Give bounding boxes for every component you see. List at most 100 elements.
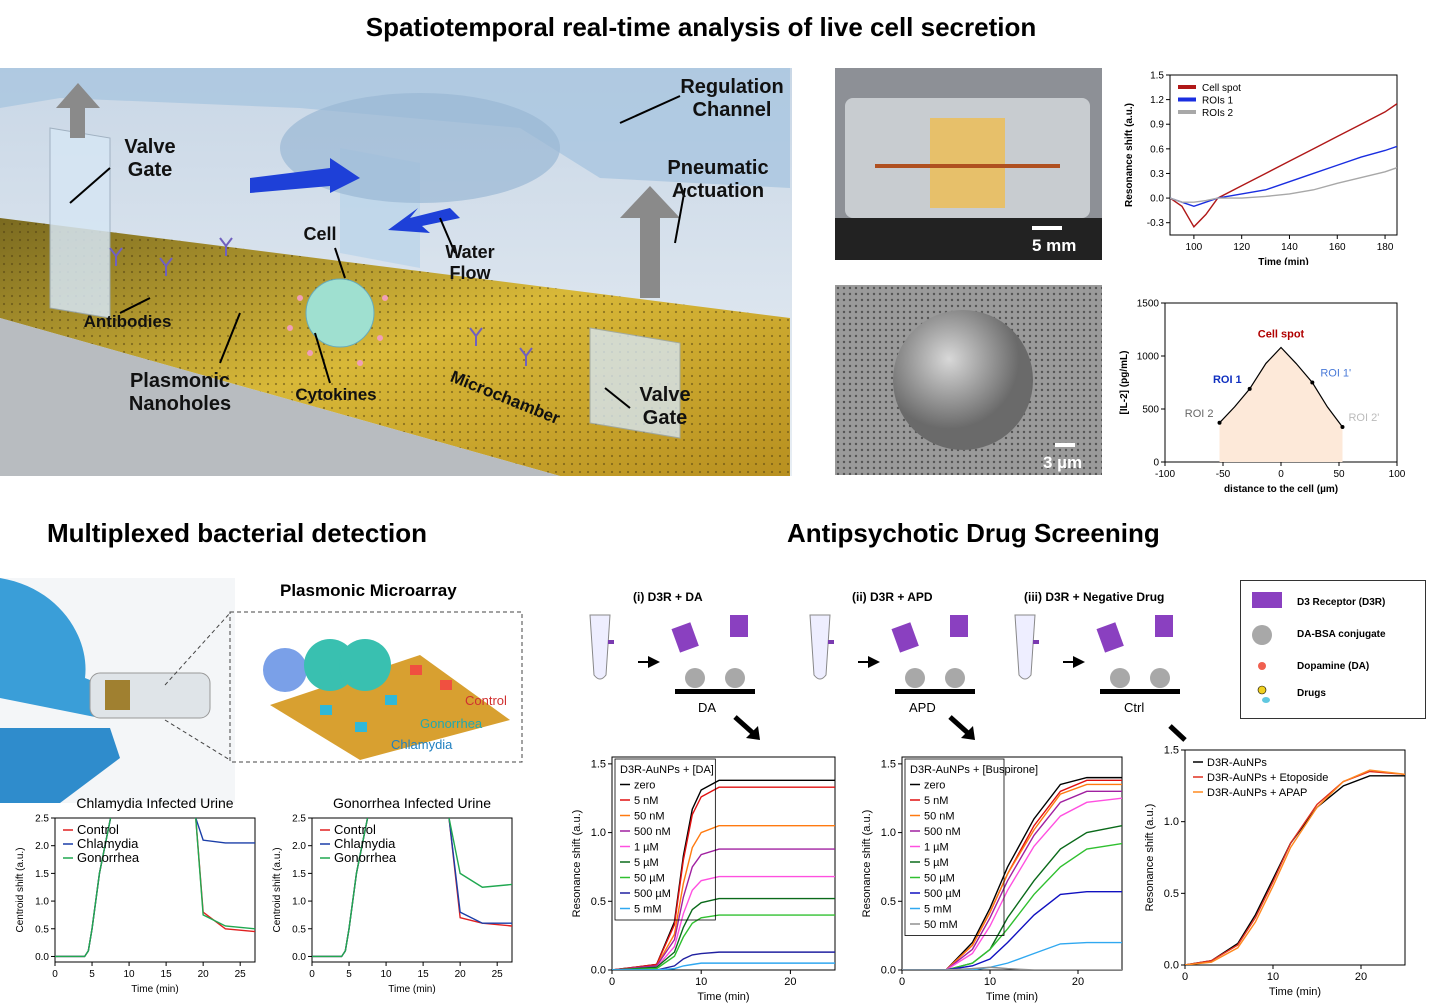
x-tick-label: 10: [984, 976, 996, 988]
step-title: (iii) D3R + Negative Drug: [1024, 590, 1165, 604]
assay-legend: [1240, 580, 1426, 719]
x-axis-label: Time (min): [1258, 257, 1308, 265]
series-line: [1185, 770, 1405, 965]
plot-frame: [1169, 74, 1398, 236]
legend-label: Gonorrhea: [334, 850, 397, 865]
series-line: [612, 951, 835, 970]
plot-frame: [1184, 749, 1406, 966]
microarray-title: Plasmonic Microarray: [280, 581, 457, 600]
section-title: Multiplexed bacterial detection: [47, 518, 427, 548]
annotation: Cell spot: [1258, 329, 1305, 341]
y-tick-label: 1.5: [35, 869, 49, 880]
y-tick-label: 0.0: [1150, 194, 1164, 205]
legend-label: 500 nM: [634, 826, 671, 838]
x-tick-label: 0: [609, 976, 615, 988]
legend-label: 1 µM: [924, 842, 949, 854]
x-axis-label: distance to the cell (µm): [1224, 484, 1338, 495]
y-tick-label: 1.5: [881, 758, 896, 770]
legend-label: ROIs 2: [1202, 108, 1234, 119]
chart: 0 10 20 0.0 0.5 1.0 1.5 Time (min) Resonance shi…: [861, 756, 1123, 1003]
legend-label: D3R-AuNPs: [1207, 757, 1267, 769]
x-tick-label: 0: [1278, 469, 1284, 480]
y-axis-label: [IL-2] (pg/mL): [1119, 351, 1130, 415]
assay-legend-label: Drugs: [1297, 688, 1326, 699]
y-tick-label: 0.6: [1150, 144, 1164, 155]
x-tick-label: 15: [418, 969, 430, 980]
y-tick-label: 1.0: [591, 827, 606, 839]
x-tick-label: 180: [1377, 242, 1394, 253]
step-title: (i) D3R + DA: [633, 590, 703, 604]
legend-title: D3R-AuNPs + [DA]: [620, 764, 714, 776]
schematic-label: Cell: [303, 224, 337, 244]
assay-legend-label: Dopamine (DA): [1297, 661, 1370, 672]
series-line: [902, 890, 1122, 970]
microarray-label: Control: [465, 693, 507, 708]
annotation: ROI 2: [1185, 408, 1214, 420]
x-tick-label: 0: [899, 976, 905, 988]
y-tick-label: 500: [1142, 405, 1159, 416]
y-tick-label: 0.0: [881, 965, 896, 977]
legend-label: 50 µM: [924, 873, 955, 885]
legend-title: D3R-AuNPs + [Buspirone]: [910, 764, 1038, 776]
x-tick-label: 10: [381, 969, 393, 980]
schematic-label: Cytokines: [295, 385, 377, 404]
y-tick-label: 1.0: [35, 897, 49, 908]
x-tick-label: 0: [309, 969, 315, 980]
x-tick-label: 0: [1182, 971, 1188, 983]
schematic-label: Pneumatic Actuation: [667, 157, 769, 202]
annotation: ROI 2': [1348, 412, 1379, 424]
y-axis-label: Centroid shift (a.u.): [15, 847, 26, 932]
y-tick-label: 0.0: [1164, 960, 1179, 972]
chip-photo: [835, 68, 1102, 260]
annotation: ROI 1': [1320, 368, 1351, 380]
x-tick-label: 100: [1389, 469, 1406, 480]
point: [1217, 420, 1222, 425]
series-line: [902, 966, 1122, 970]
point: [1247, 386, 1252, 391]
x-tick-label: -50: [1216, 469, 1231, 480]
assay-schematic: [589, 614, 1181, 695]
chart: 0 10 20 0.0 0.5 1.0 1.5 Time (min) Resonance shi…: [1144, 745, 1406, 998]
series-line: [55, 818, 255, 958]
series-line: [612, 786, 835, 970]
x-tick-label: 5: [346, 969, 352, 980]
series-line: [902, 797, 1122, 970]
x-tick-label: 20: [455, 969, 467, 980]
point: [1340, 425, 1345, 430]
y-tick-label: 0.0: [591, 965, 606, 977]
series-line: [612, 848, 835, 970]
y-tick-label: 2.5: [35, 814, 49, 825]
series-line: [1170, 103, 1397, 228]
legend-label: 5 µM: [924, 857, 949, 869]
x-axis-label: Time (min): [697, 991, 749, 1003]
y-tick-label: 1.5: [1150, 71, 1164, 82]
microarray-label: Chlamydia: [391, 737, 453, 752]
x-tick-label: 160: [1329, 242, 1346, 253]
series-line: [1170, 145, 1397, 208]
y-tick-label: 0.0: [35, 952, 49, 963]
point: [1310, 380, 1315, 385]
section-title: Antipsychotic Drug Screening: [787, 518, 1160, 548]
plot-frame: [311, 817, 513, 963]
series-line: [612, 825, 835, 970]
schematic-label: Valve Gate: [124, 136, 176, 181]
x-tick-label: 25: [235, 969, 247, 980]
chart: 100 120 140 160 180 -0.3 0.0 0.3 0.6 0.9 1.2 1.5 Tim…: [1124, 71, 1398, 265]
y-tick-label: 2.0: [292, 841, 306, 852]
y-tick-label: 1.5: [1164, 745, 1179, 757]
y-tick-label: 1.5: [292, 869, 306, 880]
legend-label: 500 µM: [634, 888, 671, 900]
chart: 0 5 10 15 20 25 0.0 0.5 1.0 1.5 2.0 2.5 Time (min) Ce…: [272, 795, 513, 995]
sem-image: [835, 285, 1102, 475]
x-tick-label: 120: [1233, 242, 1250, 253]
y-axis-label: Resonance shift (a.u.): [1144, 804, 1156, 912]
schematic-label: Water Flow: [445, 242, 495, 283]
y-tick-label: 0.5: [591, 896, 606, 908]
legend-label: Chlamydia: [77, 836, 139, 851]
series-area: [1219, 347, 1343, 462]
device-photo: [0, 578, 235, 803]
plot-frame: [54, 817, 256, 963]
arrows: [733, 715, 1187, 742]
schematic-label: Regulation Channel: [680, 76, 784, 121]
x-tick-label: 20: [784, 976, 796, 988]
